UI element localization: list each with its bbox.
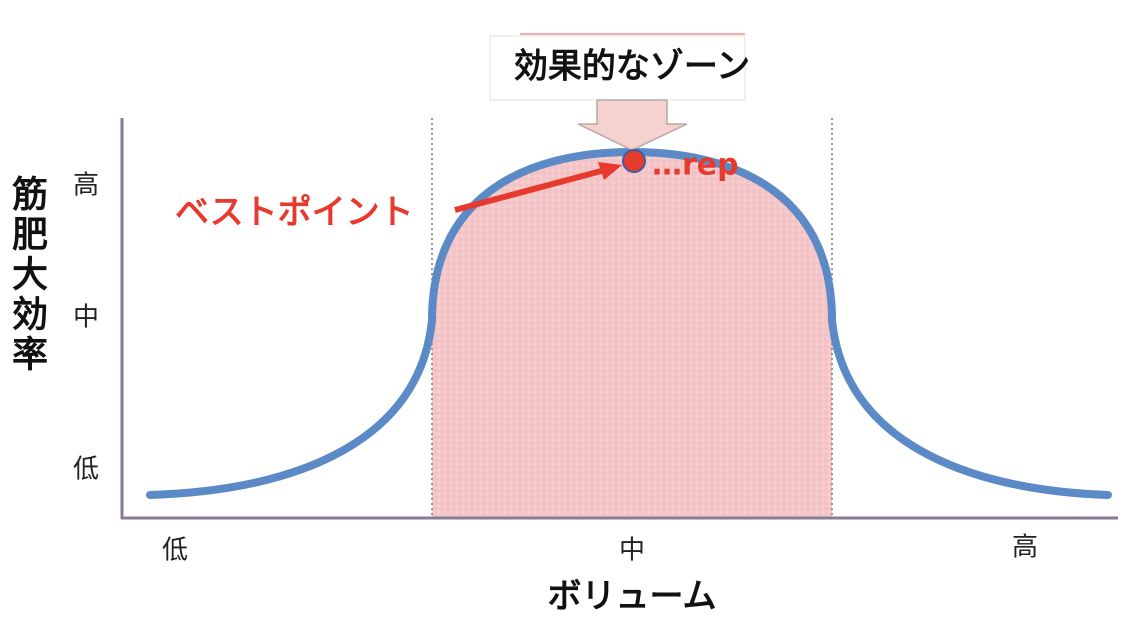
title-box xyxy=(489,35,746,101)
best-point xyxy=(622,149,646,173)
zone-arrow xyxy=(577,99,688,151)
best-point-label: ベストポイント xyxy=(175,193,414,233)
x-tick-label: 高 xyxy=(1012,533,1038,563)
x-tick-label: 低 xyxy=(162,536,188,566)
pointer-line xyxy=(454,167,606,213)
y-tick-label: 低 xyxy=(73,455,99,485)
y-tick-label: 中 xyxy=(73,303,99,333)
title: 効果的なゾーン xyxy=(514,47,750,87)
x-axis-label: ボリューム xyxy=(548,577,717,617)
y-tick-label: 高 xyxy=(73,171,99,201)
y-axis-label: 筋肥大効率 xyxy=(6,175,47,375)
x-tick-label: 中 xyxy=(619,536,645,566)
effective-zone xyxy=(432,152,832,518)
pointer-head xyxy=(598,162,622,180)
rep-label: …rep xyxy=(652,148,739,183)
